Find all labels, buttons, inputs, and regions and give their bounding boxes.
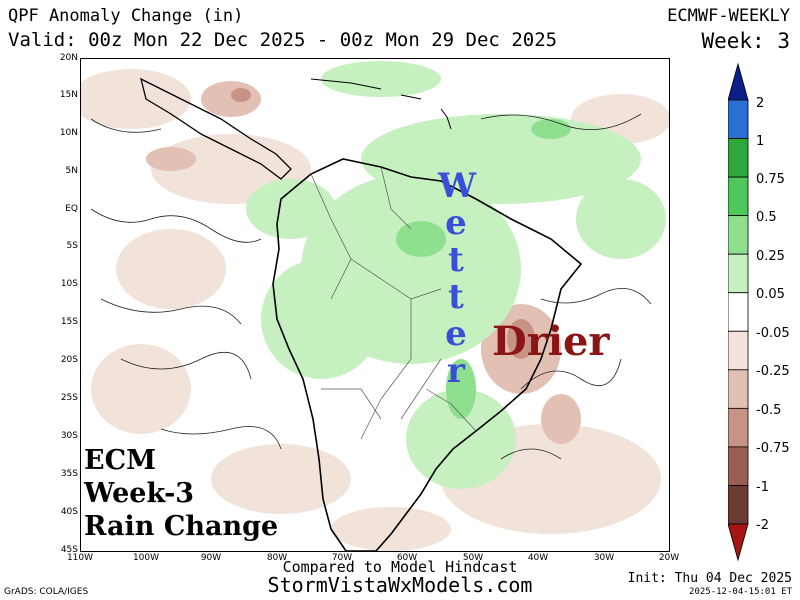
wetter-letter: t [448, 240, 464, 280]
forecast-week: Week: 3 [701, 29, 790, 53]
legend-label: -0.75 [756, 441, 790, 456]
hindcast-note: Compared to Model Hindcast [282, 558, 518, 576]
legend-label: -0.5 [756, 403, 782, 418]
valid-period: Valid: 00z Mon 22 Dec 2025 - 00z Mon 29 … [8, 29, 558, 51]
legend-label: -0.25 [756, 364, 790, 379]
lon-label: 20W [658, 553, 680, 563]
lon-label: 30W [593, 553, 615, 563]
lon-label: 60W [396, 553, 418, 563]
legend-label: 0.05 [756, 287, 785, 302]
lat-label: EQ [65, 204, 78, 214]
lat-label: 45S [60, 545, 78, 555]
legend-swatch [728, 138, 749, 178]
legend-label: -1 [756, 480, 769, 495]
map-panel [80, 58, 670, 552]
legend-label: 2 [756, 96, 765, 111]
lat-label: 10S [60, 279, 78, 289]
legend-swatch [728, 176, 749, 217]
legend-swatch [728, 485, 749, 525]
lat-label: 5S [66, 241, 78, 251]
lon-label: 70W [331, 553, 353, 563]
lat-label: 20N [59, 53, 78, 63]
wetter-letter: t [448, 277, 464, 317]
wetter-letter: W [438, 166, 477, 206]
wetter-annotation: W e t t e r [438, 166, 477, 391]
lon-label: 90W [200, 553, 222, 563]
legend-label: 0.75 [756, 172, 785, 187]
wetter-letter: e [445, 314, 467, 354]
lat-label: 15S [60, 317, 78, 327]
drier-annotation: Drier [492, 318, 610, 365]
ecm-line: Week-3 [84, 478, 195, 509]
legend-arrow-down [728, 523, 749, 562]
legend-swatch [728, 369, 749, 409]
lon-label: 40W [527, 553, 549, 563]
wetter-letter: r [447, 351, 465, 391]
legend-label: -0.05 [756, 326, 790, 341]
legend-swatch [728, 253, 749, 294]
lat-label: 15N [59, 90, 78, 100]
legend-swatch [728, 215, 749, 255]
legend-label: -2 [756, 518, 769, 533]
lat-label: 40S [60, 507, 78, 517]
lon-label: 80W [266, 553, 288, 563]
lat-label: 5N [65, 166, 78, 176]
lat-label: 30S [60, 431, 78, 441]
legend-label: 0.25 [756, 249, 785, 264]
wetter-letter: e [445, 203, 467, 243]
ecm-line: ECM [84, 445, 156, 476]
lon-label: 110W [66, 553, 94, 563]
timestamp: 2025-12-04-15:01 ET [689, 587, 792, 597]
legend-label: 1 [756, 134, 765, 149]
legend-swatch [728, 446, 749, 486]
lat-label: 25S [60, 393, 78, 403]
legend-label: 0.5 [756, 210, 777, 225]
grads-credit: GrADS: COLA/IGES [4, 587, 89, 597]
color-legend [728, 62, 749, 562]
lat-label: 20S [60, 355, 78, 365]
ecm-line: Rain Change [84, 511, 279, 542]
init-time: Init: Thu 04 Dec 2025 [627, 571, 792, 586]
lon-label: 50W [462, 553, 484, 563]
legend-swatch [728, 99, 749, 139]
legend-swatch [728, 407, 749, 448]
legend-arrow-up [728, 62, 749, 101]
lon-label: 100W [132, 553, 160, 563]
ecm-annotation: ECM Week-3 Rain Change [84, 444, 278, 543]
lat-label: 35S [60, 469, 78, 479]
map-canvas [81, 59, 669, 551]
legend-swatch [728, 330, 749, 371]
site-name: StormVistaWxModels.com [267, 573, 533, 597]
lat-label: 10N [59, 128, 78, 138]
chart-title: QPF Anomaly Change (in) [8, 6, 244, 26]
model-name: ECMWF-WEEKLY [667, 6, 790, 26]
legend-swatch [728, 292, 749, 332]
